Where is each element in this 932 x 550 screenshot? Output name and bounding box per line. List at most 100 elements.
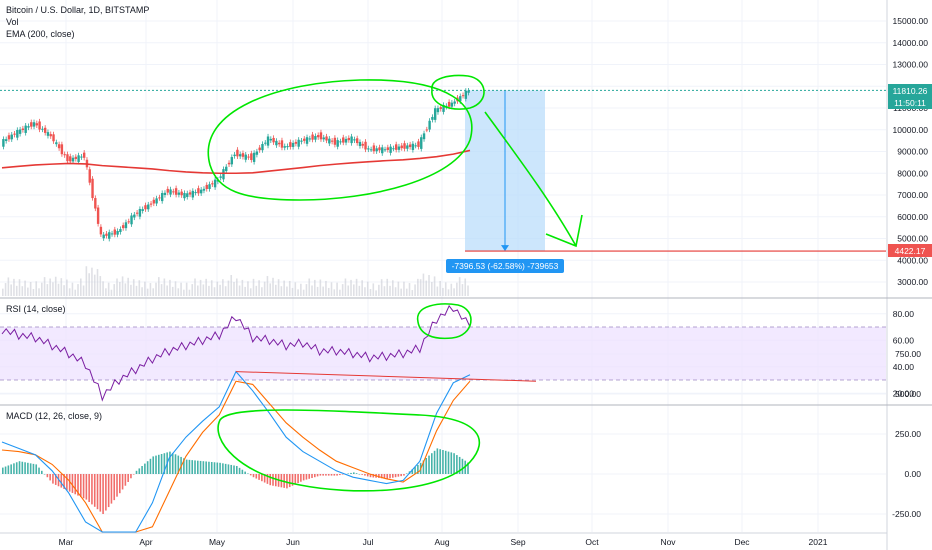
volume-bar <box>244 286 246 296</box>
candle-body <box>261 143 264 151</box>
volume-legend[interactable]: Vol <box>6 17 19 27</box>
macd-histogram-bar <box>319 474 322 476</box>
macd-trendline[interactable] <box>235 371 537 382</box>
rsi-axis[interactable]: 20.00 40.00 60.00 80.00 <box>893 309 915 399</box>
macd-legend[interactable]: MACD (12, 26, close, 9) <box>6 411 102 421</box>
macd-histogram-bar <box>456 455 458 474</box>
macd-histogram-bar <box>288 474 291 488</box>
candle-body <box>378 147 381 151</box>
signal-line <box>1 380 471 533</box>
volume-bar <box>96 269 99 296</box>
candle-body <box>141 209 144 211</box>
volume-bar <box>27 287 29 296</box>
candle-body <box>411 143 415 150</box>
macd-histogram-bar <box>77 474 79 496</box>
ema-legend[interactable]: EMA (200, close) <box>6 29 75 39</box>
macd-histogram-bar <box>364 474 366 476</box>
volume-bar <box>41 282 43 296</box>
candle-body <box>121 225 125 229</box>
macd-histogram-bar <box>202 461 205 474</box>
macd-histogram-bar <box>163 453 166 474</box>
volume-bar <box>453 288 455 296</box>
candle-body <box>300 140 303 142</box>
candle-body <box>236 149 239 157</box>
candle-body <box>461 95 465 97</box>
volume-bar <box>241 279 244 296</box>
macd-histogram-bar <box>138 468 141 474</box>
candle-body <box>174 188 178 195</box>
macd-histogram-bar <box>447 451 450 474</box>
measure-arrowhead <box>501 245 509 252</box>
price-top-circle[interactable] <box>431 74 485 110</box>
candle-body <box>130 215 133 225</box>
volume-bar <box>177 288 180 296</box>
candle-body <box>406 145 409 149</box>
last-price-tag: 11810.26 <box>888 84 932 97</box>
macd-histogram-bar <box>263 474 266 483</box>
volume-bar <box>419 279 422 296</box>
volume-bar <box>405 288 408 296</box>
candle-body <box>289 142 292 147</box>
macd-axis-label: 250.00 <box>895 429 921 439</box>
candle-body <box>110 233 114 235</box>
macd-histogram-bar <box>35 464 38 474</box>
candle-body <box>222 169 225 180</box>
candle-body <box>144 205 147 210</box>
candle-body <box>147 204 150 210</box>
macd-histogram-bar <box>208 461 210 474</box>
candle-body <box>16 129 19 138</box>
macd-histogram-bar <box>403 474 405 476</box>
macd-histogram-bar <box>224 463 227 474</box>
candle-body <box>163 192 167 195</box>
price-consolidation-circle[interactable] <box>207 79 473 201</box>
time-axis-label: Nov <box>660 537 676 547</box>
macd-histogram-bar <box>21 461 24 474</box>
candle-body <box>238 154 242 157</box>
macd-divergence-circle[interactable] <box>217 409 481 492</box>
macd-histogram-bar <box>322 474 324 476</box>
candle-body <box>303 138 306 141</box>
volume-bar <box>63 285 65 296</box>
candle-body <box>152 199 156 204</box>
candle-body <box>55 142 58 145</box>
candle-body <box>414 145 417 147</box>
candle-body <box>425 129 429 131</box>
volume-bar <box>394 287 397 296</box>
macd-histogram-bar <box>66 474 68 491</box>
candle-body <box>369 149 373 151</box>
time-axis[interactable]: Mar Apr May Jun Jul Aug Sep Oct Nov Dec 2021 <box>59 537 828 547</box>
volume-bar <box>355 278 358 296</box>
macd-histogram-bar <box>291 474 294 486</box>
volume-bar <box>60 278 63 296</box>
macd-histogram-bar <box>93 474 96 507</box>
volume-bar <box>85 266 88 296</box>
volume-bar <box>57 283 60 296</box>
symbol-title[interactable]: Bitcoin / U.S. Dollar, 1D, BITSTAMP <box>6 5 149 15</box>
volume-bar <box>7 277 10 296</box>
volume-bar <box>32 289 35 296</box>
volume-bar <box>319 279 322 296</box>
volume-bar <box>361 280 363 296</box>
price-axis-label: 10000.00 <box>893 125 929 135</box>
volume-bar <box>297 289 299 296</box>
volume-bar <box>236 278 238 296</box>
volume-bar <box>364 287 366 296</box>
rsi-series <box>1 304 471 402</box>
candle-body <box>358 141 362 146</box>
rsi-axis-label: 60.00 <box>893 335 915 345</box>
macd-histogram-bar <box>383 474 386 479</box>
candle-body <box>127 221 130 223</box>
candle-body <box>386 147 390 150</box>
rsi-legend[interactable]: RSI (14, close) <box>6 304 66 314</box>
candle-body <box>35 123 39 126</box>
volume-bar <box>269 283 272 296</box>
price-axis-label: 4000.00 <box>897 255 928 265</box>
drawn-annotations[interactable] <box>207 74 583 492</box>
candle-body <box>311 134 314 140</box>
volume-bar <box>210 280 213 296</box>
candle-body <box>2 139 5 147</box>
rsi-peak-circle[interactable] <box>417 303 472 340</box>
volume-bar <box>347 285 350 296</box>
